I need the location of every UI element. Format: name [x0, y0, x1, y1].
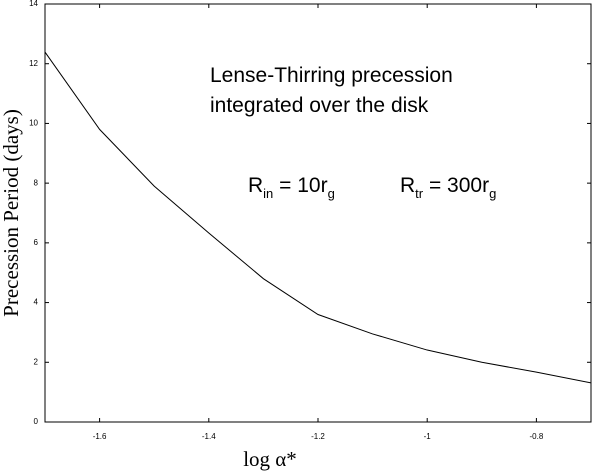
y-axis-title: Precession Period (days)	[0, 109, 23, 317]
y-tick-label: 10	[29, 119, 38, 128]
annotation-part: g	[328, 186, 335, 201]
annotation-part: g	[489, 186, 496, 201]
y-tick-label: 12	[29, 59, 38, 68]
annotation-part: = 10r	[273, 174, 327, 197]
annotation-part: in	[263, 186, 273, 201]
annotation-part: tr	[415, 186, 424, 201]
annotation: integrated over the disk	[210, 94, 429, 117]
x-tick-label: -1.4	[202, 432, 216, 441]
y-tick-label: 14	[29, 0, 38, 8]
y-tick-label: 6	[34, 238, 39, 247]
y-tick-label: 0	[34, 417, 39, 426]
annotation-part: = 300r	[423, 174, 489, 197]
y-tick-label: 8	[34, 178, 39, 187]
annotation-part: R	[400, 174, 415, 197]
annotation: Rin = 10rg	[248, 174, 335, 202]
annotation-part: Lense-Thirring precession	[210, 64, 453, 87]
curve	[44, 51, 592, 384]
x-tick-label: -1.2	[311, 432, 325, 441]
x-tick-label: -0.8	[530, 432, 544, 441]
x-tick-label: -1.6	[93, 432, 107, 441]
annotation-part: R	[248, 174, 263, 197]
y-tick-label: 2	[34, 357, 39, 366]
y-tick-label: 4	[34, 298, 39, 307]
annotation: Lense-Thirring precession	[210, 64, 453, 87]
annotation: Rtr = 300rg	[400, 174, 496, 202]
x-tick-label: -1	[424, 432, 432, 441]
annotation-part: integrated over the disk	[210, 94, 429, 117]
x-axis-title: log α*	[243, 447, 297, 471]
